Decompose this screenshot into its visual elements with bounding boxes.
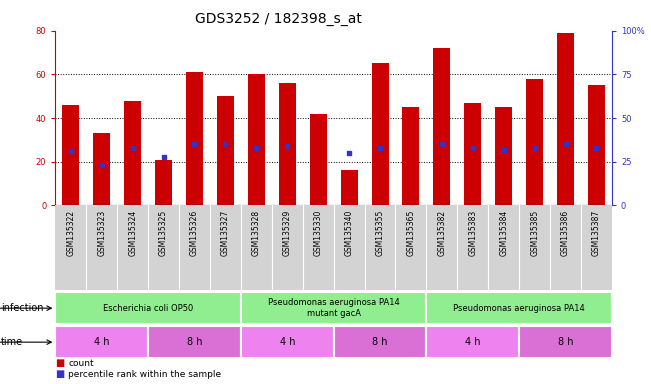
Bar [186, 72, 203, 205]
Bar [519, 326, 612, 358]
Text: GSM135355: GSM135355 [376, 210, 385, 256]
Bar [62, 105, 79, 205]
Bar [426, 326, 519, 358]
Bar [588, 85, 605, 205]
Bar [248, 74, 265, 205]
Text: 4 h: 4 h [94, 337, 109, 347]
Bar [93, 133, 110, 205]
Text: GSM135386: GSM135386 [561, 210, 570, 256]
Bar [557, 33, 574, 205]
Bar [464, 103, 481, 205]
Text: infection: infection [1, 303, 43, 313]
Bar [340, 170, 357, 205]
Text: GSM135340: GSM135340 [344, 210, 353, 256]
Text: GSM135324: GSM135324 [128, 210, 137, 256]
Text: 8 h: 8 h [558, 337, 574, 347]
Text: GSM135328: GSM135328 [252, 210, 261, 256]
Text: Pseudomonas aeruginosa PA14: Pseudomonas aeruginosa PA14 [453, 304, 585, 313]
Bar [526, 79, 543, 205]
Bar [124, 101, 141, 205]
Bar [155, 160, 172, 205]
Text: GSM135323: GSM135323 [97, 210, 106, 256]
Text: GSM135322: GSM135322 [66, 210, 76, 256]
Text: GSM135365: GSM135365 [406, 210, 415, 256]
Bar [402, 107, 419, 205]
Bar [495, 107, 512, 205]
Text: GSM135383: GSM135383 [468, 210, 477, 256]
Text: GSM135329: GSM135329 [283, 210, 292, 256]
Bar [333, 326, 426, 358]
Text: 4 h: 4 h [465, 337, 480, 347]
Bar [310, 114, 327, 205]
Bar [55, 326, 148, 358]
Text: Escherichia coli OP50: Escherichia coli OP50 [103, 304, 193, 313]
Text: ■: ■ [55, 358, 64, 368]
Bar [372, 63, 389, 205]
Text: GSM135327: GSM135327 [221, 210, 230, 256]
Text: ■: ■ [55, 369, 64, 379]
Bar [241, 292, 426, 324]
Text: percentile rank within the sample: percentile rank within the sample [68, 371, 221, 379]
Text: GSM135325: GSM135325 [159, 210, 168, 256]
Text: GSM135326: GSM135326 [190, 210, 199, 256]
Text: Pseudomonas aeruginosa PA14
mutant gacA: Pseudomonas aeruginosa PA14 mutant gacA [268, 298, 400, 318]
Text: time: time [1, 337, 23, 347]
Bar [434, 48, 450, 205]
Text: GSM135330: GSM135330 [314, 210, 323, 256]
Bar [217, 96, 234, 205]
Text: 4 h: 4 h [279, 337, 295, 347]
Bar [241, 326, 333, 358]
Text: GSM135387: GSM135387 [592, 210, 601, 256]
Text: GDS3252 / 182398_s_at: GDS3252 / 182398_s_at [195, 12, 361, 25]
Text: 8 h: 8 h [187, 337, 202, 347]
Text: count: count [68, 359, 94, 368]
Bar [426, 292, 612, 324]
Text: GSM135384: GSM135384 [499, 210, 508, 256]
Text: GSM135385: GSM135385 [530, 210, 539, 256]
Bar [279, 83, 296, 205]
Text: 8 h: 8 h [372, 337, 388, 347]
Bar [55, 292, 241, 324]
Text: GSM135382: GSM135382 [437, 210, 447, 256]
Bar [148, 326, 241, 358]
